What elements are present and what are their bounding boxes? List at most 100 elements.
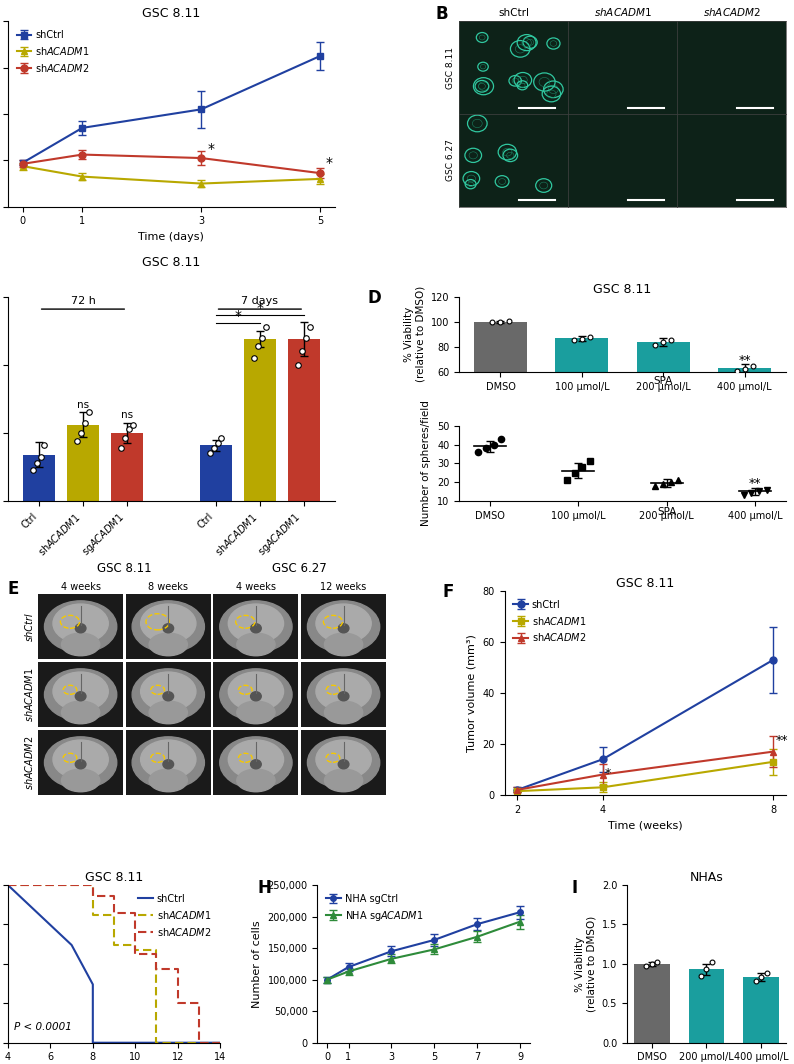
shCtrl (88, 1036, 98, 1049)
Line: sh$ACADM2$: sh$ACADM2$ (8, 885, 241, 1043)
sh$ACADM2$ (152, 962, 161, 975)
sh$ACADM2$ (110, 890, 119, 902)
shCtrl (237, 1036, 246, 1049)
Text: shCtrl: shCtrl (498, 9, 529, 18)
Text: 4 weeks: 4 weeks (236, 582, 276, 593)
Ellipse shape (220, 601, 292, 652)
Ellipse shape (229, 604, 283, 643)
Ellipse shape (316, 741, 372, 779)
Text: 8 weeks: 8 weeks (148, 582, 188, 593)
sh$ACADM1$ (173, 1036, 183, 1049)
Ellipse shape (237, 769, 275, 792)
Ellipse shape (307, 737, 380, 788)
Ellipse shape (163, 624, 174, 633)
sh$ACADM1$ (130, 938, 140, 951)
Ellipse shape (61, 701, 100, 724)
Ellipse shape (141, 604, 196, 643)
Ellipse shape (220, 669, 292, 720)
Ellipse shape (325, 701, 363, 724)
Ellipse shape (132, 601, 204, 652)
sh$ACADM2$ (152, 948, 161, 961)
Line: shCtrl: shCtrl (8, 885, 241, 1043)
Ellipse shape (44, 669, 117, 720)
Bar (556, 338, 608, 371)
shCtrl (67, 938, 76, 951)
sh$ACADM1$ (88, 879, 98, 892)
Text: 7 days: 7 days (241, 296, 279, 305)
Text: **: ** (776, 733, 788, 747)
shCtrl (3, 879, 13, 892)
sh$ACADM2$ (195, 1036, 204, 1049)
Ellipse shape (53, 672, 108, 711)
Ellipse shape (237, 701, 275, 724)
Text: 12 weeks: 12 weeks (321, 582, 367, 593)
sh$ACADM1$ (110, 938, 119, 951)
sh$ACADM2$ (195, 997, 204, 1010)
Title: GSC 8.11: GSC 8.11 (85, 871, 143, 884)
Ellipse shape (75, 624, 86, 633)
Text: *: * (207, 143, 214, 156)
Legend: NHA sgCtrl, NHA sg$ACADM1$: NHA sgCtrl, NHA sg$ACADM1$ (322, 890, 427, 927)
Ellipse shape (149, 769, 187, 792)
Text: B: B (435, 5, 448, 23)
Text: GSC 6.27: GSC 6.27 (446, 139, 455, 181)
sh$ACADM1$ (88, 909, 98, 921)
sh$ACADM2$ (173, 962, 183, 975)
Ellipse shape (141, 672, 196, 711)
sh$ACADM1$ (3, 879, 13, 892)
Text: H: H (258, 879, 272, 897)
Title: GSC 8.11: GSC 8.11 (593, 283, 652, 296)
Ellipse shape (163, 692, 174, 701)
shCtrl (88, 978, 98, 991)
Bar (688, 969, 724, 1043)
sh$ACADM2$ (173, 997, 183, 1010)
Y-axis label: Number of spheres/field: Number of spheres/field (422, 400, 431, 527)
Ellipse shape (220, 737, 292, 788)
Text: ns: ns (121, 410, 133, 420)
Text: *: * (605, 767, 611, 780)
sh$ACADM2$ (88, 890, 98, 902)
Ellipse shape (53, 604, 108, 643)
sh$ACADM1$ (130, 944, 140, 957)
Ellipse shape (307, 669, 380, 720)
sh$ACADM1$ (173, 1036, 183, 1049)
Ellipse shape (132, 669, 204, 720)
Ellipse shape (237, 633, 275, 655)
Text: sh$ACADM1$: sh$ACADM1$ (23, 667, 35, 722)
Title: GSC 8.11: GSC 8.11 (142, 256, 201, 269)
Y-axis label: Number of cells: Number of cells (252, 920, 262, 1008)
sh$ACADM2$ (130, 908, 140, 920)
Text: **: ** (738, 354, 751, 367)
Ellipse shape (229, 741, 283, 779)
Text: *: * (256, 301, 264, 316)
Text: GSC 8.11: GSC 8.11 (97, 562, 152, 576)
Bar (200, 445, 232, 501)
Ellipse shape (141, 741, 196, 779)
Ellipse shape (307, 601, 380, 652)
Y-axis label: % Viability
(relative to DMSO): % Viability (relative to DMSO) (575, 916, 596, 1012)
Ellipse shape (149, 701, 187, 724)
sh$ACADM1$ (152, 1036, 161, 1049)
Bar (288, 339, 320, 501)
Text: SPA: SPA (657, 506, 676, 517)
Bar (637, 342, 690, 371)
Text: GSC 8.11: GSC 8.11 (446, 47, 455, 88)
Ellipse shape (316, 604, 372, 643)
sh$ACADM2$ (3, 879, 13, 892)
Bar (743, 978, 779, 1043)
Ellipse shape (61, 633, 100, 655)
Ellipse shape (325, 633, 363, 655)
Y-axis label: % Viability
(relative to DMSO): % Viability (relative to DMSO) (403, 286, 426, 382)
Ellipse shape (338, 692, 349, 701)
Text: SPA: SPA (653, 376, 673, 385)
Ellipse shape (338, 624, 349, 633)
sh$ACADM2$ (110, 908, 119, 920)
Legend: shCtrl, sh$ACADM1$, sh$ACADM2$: shCtrl, sh$ACADM1$, sh$ACADM2$ (13, 27, 94, 78)
Ellipse shape (316, 672, 372, 711)
Ellipse shape (75, 760, 86, 769)
Legend: shCtrl, sh$ACADM1$, sh$ACADM2$: shCtrl, sh$ACADM1$, sh$ACADM2$ (510, 596, 590, 647)
Ellipse shape (251, 760, 261, 769)
sh$ACADM1$ (110, 909, 119, 921)
sh$ACADM1$ (152, 944, 161, 957)
Text: sh$ACADM2$: sh$ACADM2$ (23, 735, 35, 789)
